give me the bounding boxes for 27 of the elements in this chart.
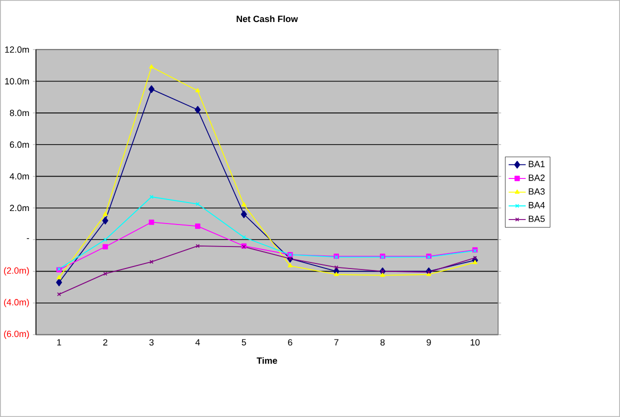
y-tick-label: (2.0m) [4,267,29,276]
y-tick-label: 10.0m [5,78,29,84]
x-tick-label: 6 [288,339,292,346]
x-tick-label: 2 [103,339,108,346]
y-tick-label: 8.0m [10,110,29,116]
x-tick-label: 4 [195,339,200,346]
legend-label: BA4 [528,202,545,208]
x-tick-label: 7 [334,339,338,346]
legend-label: BA1 [528,160,545,168]
x-tick-label: 10 [470,339,480,346]
x-tick-label: 5 [242,339,246,346]
x-tick-label: 1 [57,339,62,346]
y-tick-label: 12.0m [5,46,29,53]
x-axis-title: Time [256,357,278,364]
y-tick-label: (4.0m) [4,298,29,308]
y-tick-label: 6.0m [10,141,29,148]
y-tick-label: - [26,238,30,240]
y-tick-label: 4.0m [10,173,29,180]
x-tick-label: 8 [380,339,385,346]
legend-label: BA3 [528,188,545,195]
chart-title: Net Cash Flow [236,16,298,22]
y-tick-label: (6.0m) [4,330,29,339]
legend-label: BA5 [528,216,545,222]
legend-label: BA2 [528,174,545,181]
x-tick-label: 3 [149,339,154,346]
x-tick-label: 9 [426,339,431,346]
y-tick-label: 2.0m [10,204,29,212]
